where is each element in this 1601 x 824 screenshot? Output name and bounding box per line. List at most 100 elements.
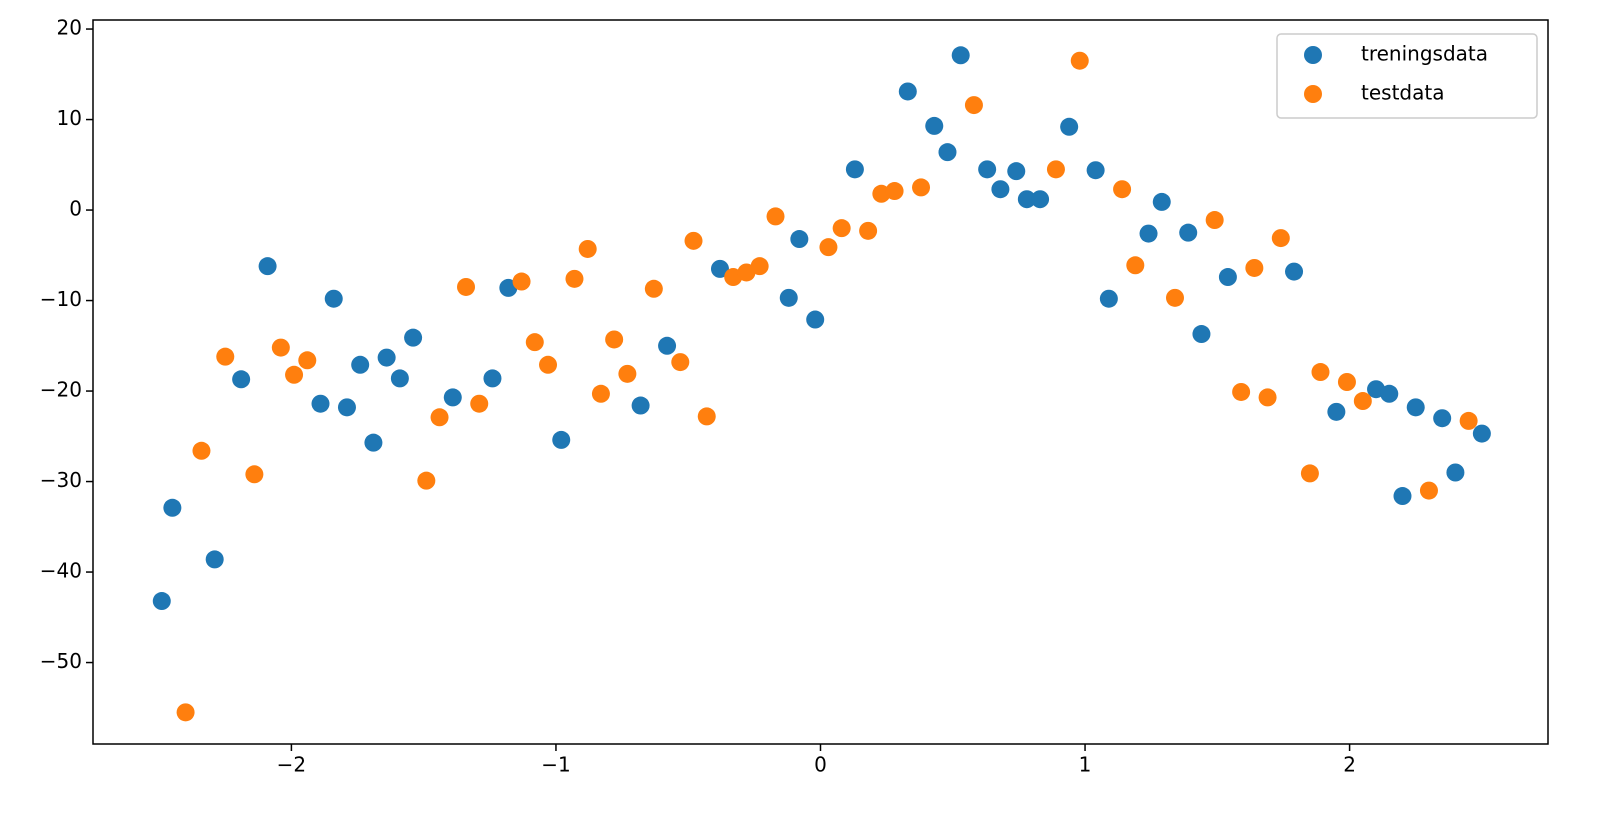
point — [1070, 51, 1089, 70]
point — [539, 355, 558, 374]
point — [337, 398, 356, 417]
point — [216, 347, 235, 366]
point — [644, 279, 663, 298]
y-tick-label: −20 — [40, 378, 82, 402]
y-tick-label: −30 — [40, 468, 82, 492]
point — [470, 394, 489, 413]
point — [430, 408, 449, 427]
plot-frame — [92, 19, 1549, 745]
legend-box — [1276, 33, 1538, 119]
y-tick-label: −40 — [40, 559, 82, 583]
point — [1459, 411, 1478, 430]
point — [1017, 190, 1036, 209]
point — [605, 330, 624, 349]
point — [951, 46, 970, 65]
point — [1258, 388, 1277, 407]
point — [1218, 268, 1237, 287]
point — [591, 384, 610, 403]
legend-marker — [1304, 46, 1322, 64]
point — [631, 396, 650, 415]
y-tick-label: −10 — [40, 287, 82, 311]
point — [258, 257, 277, 276]
point — [938, 143, 957, 162]
point — [457, 277, 476, 296]
point — [512, 272, 531, 291]
point — [311, 394, 330, 413]
point — [885, 182, 904, 201]
point — [1086, 161, 1105, 180]
point — [552, 430, 571, 449]
point — [298, 351, 317, 370]
point — [819, 238, 838, 257]
point — [1380, 384, 1399, 403]
y-tick-label: 10 — [57, 106, 82, 130]
point — [832, 219, 851, 238]
point — [1007, 162, 1026, 181]
point — [779, 288, 798, 307]
point — [697, 407, 716, 426]
point — [152, 592, 171, 611]
legend-marker — [1304, 85, 1322, 103]
point — [1192, 325, 1211, 344]
x-tick-label: 2 — [1343, 753, 1356, 777]
point — [364, 433, 383, 452]
point — [163, 498, 182, 517]
point — [1031, 190, 1050, 209]
point — [232, 370, 251, 389]
point — [404, 328, 423, 347]
point — [417, 471, 436, 490]
x-tick-label: −1 — [541, 753, 570, 777]
point — [1113, 180, 1132, 199]
x-tick-label: −2 — [277, 753, 306, 777]
point — [1285, 262, 1304, 281]
point — [684, 231, 703, 250]
point — [578, 239, 597, 258]
point — [1179, 223, 1198, 242]
point — [1406, 398, 1425, 417]
point — [710, 259, 729, 278]
y-tick-label: −50 — [40, 649, 82, 673]
point — [1433, 409, 1452, 428]
y-tick-label: 20 — [57, 16, 82, 40]
point — [565, 269, 584, 288]
point — [1353, 392, 1372, 411]
point — [443, 388, 462, 407]
point — [377, 348, 396, 367]
point — [1205, 211, 1224, 230]
point — [192, 441, 211, 460]
point — [1165, 288, 1184, 307]
point — [1060, 117, 1079, 136]
point — [618, 364, 637, 383]
point — [1099, 289, 1118, 308]
point — [525, 333, 544, 352]
point — [1472, 424, 1491, 443]
point — [925, 116, 944, 135]
y-tick-label: 0 — [69, 197, 82, 221]
point — [790, 230, 809, 249]
x-tick-label: 1 — [1079, 753, 1092, 777]
point — [898, 82, 917, 101]
point — [991, 180, 1010, 199]
point — [658, 336, 677, 355]
point — [1245, 258, 1264, 277]
point — [324, 289, 343, 308]
point — [271, 338, 290, 357]
point — [671, 353, 690, 372]
point — [1271, 229, 1290, 248]
point — [245, 465, 264, 484]
point — [285, 365, 304, 384]
point — [806, 310, 825, 329]
legend-label: treningsdata — [1361, 42, 1488, 66]
point — [1446, 463, 1465, 482]
point — [1311, 363, 1330, 382]
point — [351, 355, 370, 374]
point — [1152, 192, 1171, 211]
point — [176, 703, 195, 722]
point — [845, 160, 864, 179]
point — [1126, 256, 1145, 275]
legend: treningsdata testdata — [1276, 33, 1538, 119]
point — [1393, 487, 1412, 506]
point — [1419, 481, 1438, 500]
point — [750, 257, 769, 276]
